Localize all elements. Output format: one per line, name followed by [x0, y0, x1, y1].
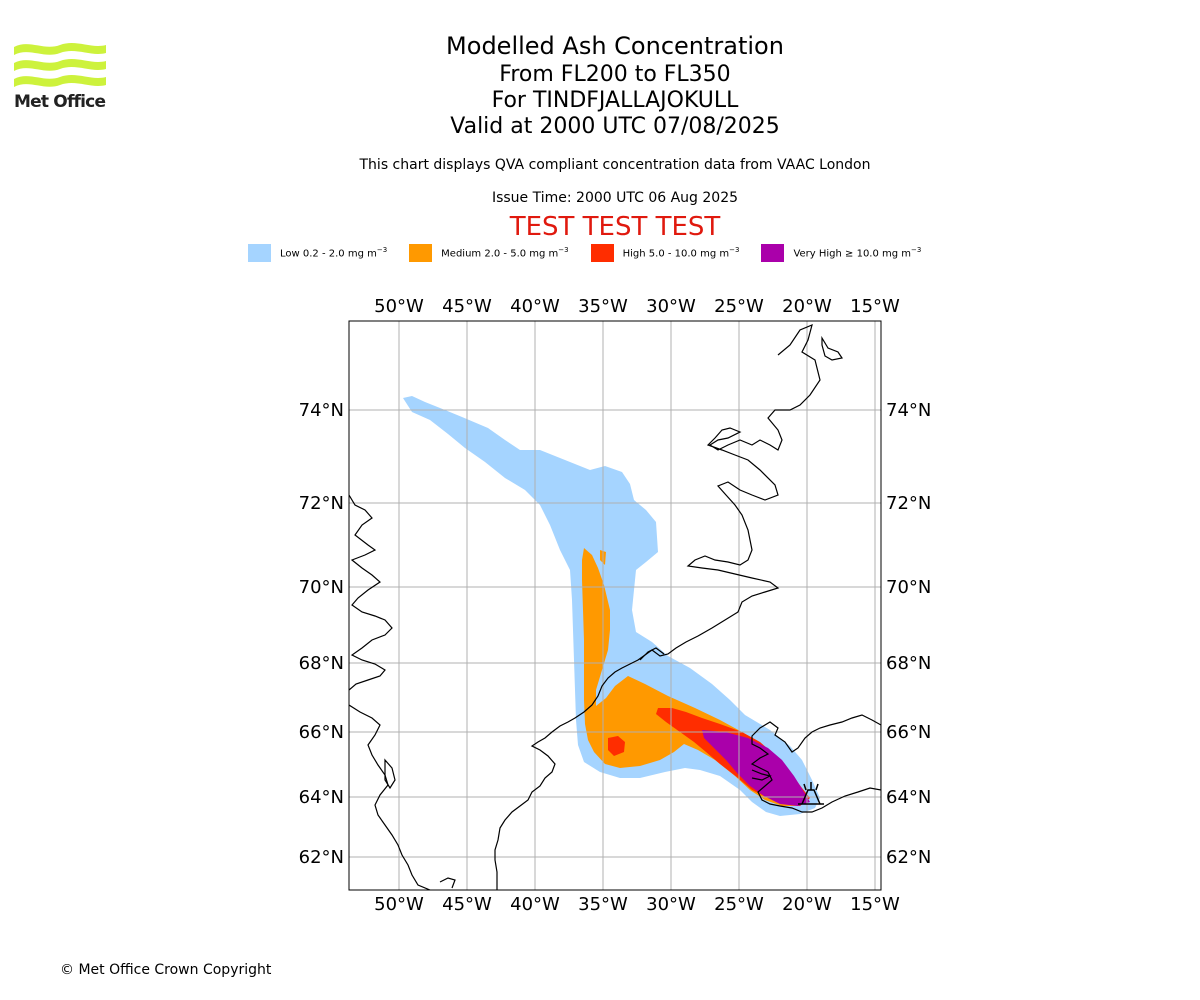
- lon-labels-bottom: 50°W 45°W 40°W 35°W 30°W 25°W 20°W 15°W: [374, 894, 900, 915]
- lat-label: 62°N: [299, 847, 344, 868]
- lon-label: 45°W: [442, 296, 492, 317]
- lat-label: 68°N: [886, 653, 931, 674]
- ash-low-region: [403, 396, 820, 816]
- lon-label: 20°W: [782, 296, 832, 317]
- coastline-island-1: [384, 758, 396, 790]
- lon-label: 35°W: [578, 296, 628, 317]
- legend-label-medium: Medium 2.0 - 5.0 mg m−3: [441, 246, 569, 260]
- lat-label: 70°N: [299, 577, 344, 598]
- coastline-iceland-fjord: [751, 769, 772, 781]
- lat-label: 66°N: [299, 722, 344, 743]
- lon-label: 40°W: [510, 894, 560, 915]
- legend-item-high: High 5.0 - 10.0 mg m−3: [590, 244, 740, 262]
- legend-label-high: High 5.0 - 10.0 mg m−3: [622, 246, 740, 260]
- lat-label: 64°N: [886, 787, 931, 808]
- coastline-west-greenland: [349, 494, 393, 691]
- lat-label: 68°N: [299, 653, 344, 674]
- lon-label: 25°W: [714, 296, 764, 317]
- met-office-logo: [14, 43, 106, 87]
- lat-labels-left: 74°N 72°N 70°N 68°N 66°N 64°N 62°N: [299, 400, 344, 868]
- legend-item-very-high: Very High ≥ 10.0 mg m−3: [761, 244, 921, 262]
- lat-label: 72°N: [299, 493, 344, 514]
- coastline-iceland: [750, 714, 881, 813]
- lat-labels-right: 74°N 72°N 70°N 68°N 66°N 64°N 62°N: [886, 400, 931, 868]
- lon-label: 30°W: [646, 296, 696, 317]
- lon-label: 15°W: [850, 894, 900, 915]
- concentration-legend: Low 0.2 - 2.0 mg m−3 Medium 2.0 - 5.0 mg…: [248, 243, 943, 263]
- coastline-ammassalik: [639, 647, 665, 661]
- chart-title: Modelled Ash Concentration: [446, 32, 784, 60]
- lon-label: 50°W: [374, 296, 424, 317]
- test-banner: TEST TEST TEST: [509, 212, 721, 242]
- lat-label: 64°N: [299, 787, 344, 808]
- ash-high-region-2: [608, 736, 625, 756]
- lat-label: 74°N: [299, 400, 344, 421]
- legend-swatch-medium: [409, 244, 433, 262]
- lon-label: 25°W: [714, 894, 764, 915]
- lon-label: 45°W: [442, 894, 492, 915]
- lat-label: 74°N: [886, 400, 931, 421]
- lon-label: 20°W: [782, 894, 832, 915]
- issue-time: Issue Time: 2000 UTC 06 Aug 2025: [491, 190, 739, 206]
- lon-labels-top: 50°W 45°W 40°W 35°W 30°W 25°W 20°W 15°W: [374, 296, 900, 317]
- valid-time: Valid at 2000 UTC 07/08/2025: [450, 114, 780, 139]
- legend-swatch-high: [590, 244, 614, 262]
- coastline-east-greenland: [494, 323, 821, 890]
- volcano-icon: [798, 782, 824, 805]
- chart-subtitle: This chart displays QVA compliant concen…: [359, 157, 871, 173]
- volcano-name: For TINDFJALLAJOKULL: [491, 88, 739, 113]
- legend-swatch-low: [248, 244, 271, 262]
- lat-label: 72°N: [886, 493, 931, 514]
- copyright-notice: © Met Office Crown Copyright: [60, 962, 272, 978]
- lon-label: 30°W: [646, 894, 696, 915]
- legend-item-low: Low 0.2 - 2.0 mg m−3: [248, 244, 387, 262]
- coastline-island-2: [439, 877, 456, 889]
- met-office-logo-text: Met Office: [14, 92, 106, 112]
- legend-label-low: Low 0.2 - 2.0 mg m−3: [280, 246, 388, 260]
- ash-very-high-region: [702, 730, 810, 806]
- legend-label-very-high: Very High ≥ 10.0 mg m−3: [793, 246, 922, 260]
- map-frame: [348, 320, 882, 891]
- coastline-west-greenland-south: [349, 704, 431, 890]
- map-area: [349, 321, 881, 890]
- legend-swatch-very-high: [761, 244, 785, 262]
- lat-label: 66°N: [886, 722, 931, 743]
- chart-title-block: Modelled Ash Concentration From FL200 to…: [330, 30, 900, 140]
- graticule: [349, 321, 881, 890]
- coastlines: [349, 323, 881, 890]
- coastline-scoresby: [821, 335, 843, 361]
- lon-label: 15°W: [850, 296, 900, 317]
- legend-item-medium: Medium 2.0 - 5.0 mg m−3: [409, 244, 569, 262]
- lon-label: 40°W: [510, 296, 560, 317]
- lon-label: 50°W: [374, 894, 424, 915]
- lon-label: 35°W: [578, 894, 628, 915]
- lat-label: 62°N: [886, 847, 931, 868]
- flight-levels: From FL200 to FL350: [499, 62, 731, 87]
- lat-label: 70°N: [886, 577, 931, 598]
